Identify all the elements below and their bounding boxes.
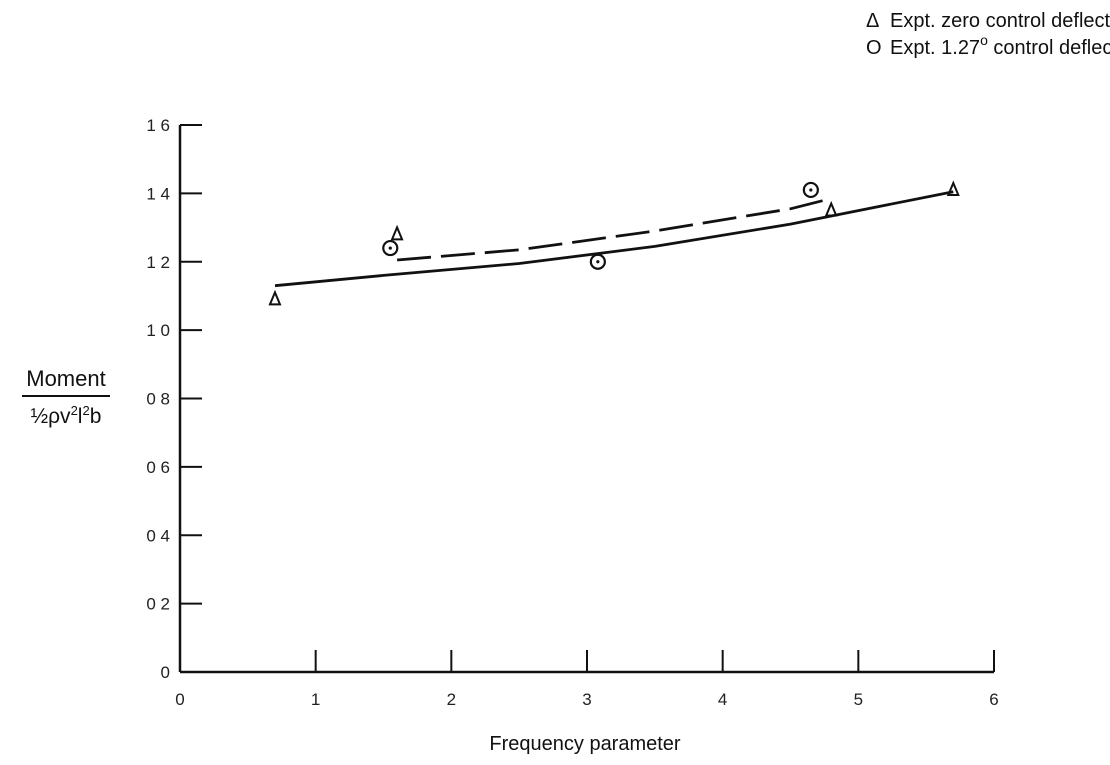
legend: Δ Expt. zero control deflection O Expt. … [866,10,1110,59]
x-tick-label: 6 [989,690,998,709]
x-tick-label: 0 [175,690,184,709]
x-tick-label: 2 [447,690,456,709]
circle-marker [589,253,606,270]
y-tick-label: 0 6 [146,458,170,477]
y-tick-label: 0 8 [146,390,170,409]
circle-marker [382,239,399,257]
x-tick-label: 1 [311,690,320,709]
y-tick-label: 1 0 [146,321,170,340]
y-axis-title: Moment ½ρv2l2b [6,366,126,429]
y-tick-label: 0 [161,663,170,682]
x-tick-label: 4 [718,690,727,709]
x-tick-label: 5 [854,690,863,709]
y-axis-title-numerator: Moment [22,366,110,397]
triangle-marker [390,224,404,241]
triangle-marker [268,289,282,306]
legend-triangle-label: Expt. zero control deflection [890,10,1110,32]
circle-marker-dot [809,188,813,192]
fit-lines [274,190,954,288]
circle-marker-dot [596,260,600,264]
x-tick-label: 3 [582,690,591,709]
legend-circle-label: Expt. 1.27o control deflection [890,32,1110,59]
dashed-fit-line [396,197,832,262]
y-tick-label: 1 4 [146,184,170,203]
circle-marker [802,181,819,199]
legend-triangle-symbol: Δ [866,10,879,32]
y-tick-label: 0 4 [146,526,170,545]
axes: 0 0 2 0 4 0 6 0 8 1 0 1 2 1 4 1 6 0 1 2 3 4 5 6 [146,116,998,709]
triangle-marker [824,200,838,217]
y-tick-label: 1 2 [146,253,170,272]
solid-fit-line [274,190,954,288]
y-tick-label: 1 6 [146,116,170,135]
triangle-marker [946,180,960,196]
circle-marker-dot [388,246,392,250]
data-markers [268,180,960,306]
x-axis-title: Frequency parameter [489,733,681,755]
y-tick-label: 0 2 [146,595,170,614]
legend-circle-symbol: O [866,37,882,59]
y-axis-title-denominator: ½ρv2l2b [30,403,102,428]
